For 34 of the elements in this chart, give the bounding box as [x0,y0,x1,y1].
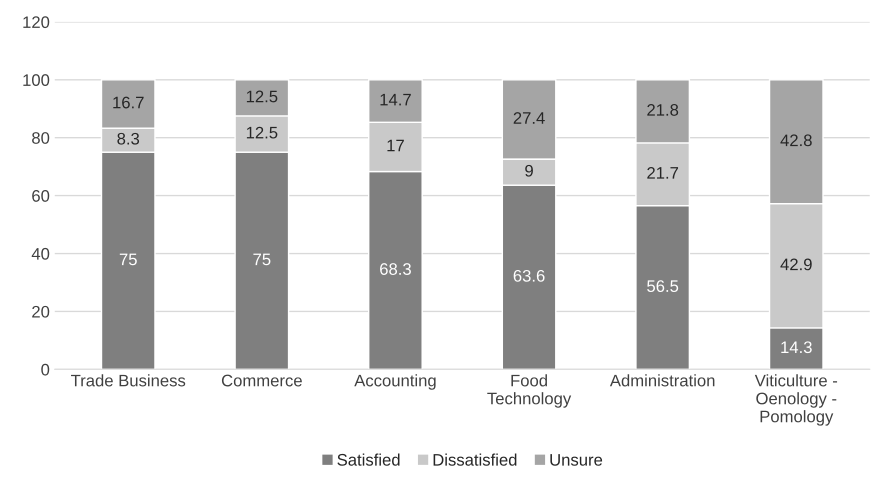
y-tick-label: 20 [32,306,50,318]
x-tick-label: Commerce [222,374,302,386]
x-tick-label: Accounting [354,374,436,390]
x-tick-label: Food Technology [487,374,572,408]
data-label: 12.5 [246,90,278,102]
data-label: 42.8 [780,134,812,146]
x-tick-label: Trade Business [71,374,186,386]
x-tick-label: Administration [610,374,714,386]
data-label: 8.3 [117,132,140,145]
y-tick-label: 100 [23,74,50,86]
data-label: 9 [525,164,533,177]
data-label: 68.3 [380,263,411,275]
y-tick-label: 0 [41,364,50,376]
y-tick-label: 80 [32,132,50,144]
data-label: 17 [387,140,404,152]
data-label: 27.4 [514,112,545,124]
legend-label: Dissatisfied [434,453,516,466]
data-label: 21.8 [647,104,678,116]
y-tick-label: 120 [23,16,50,28]
y-tick-label: 60 [32,190,50,202]
data-label: 42.9 [780,258,812,270]
data-label: 56.5 [647,280,678,292]
y-tick-label: 40 [32,248,50,260]
data-label: 14.3 [781,341,812,354]
data-label: 12.5 [246,126,278,139]
data-label: 14.7 [380,94,411,106]
data-label: 16.7 [113,96,144,108]
legend-label: Unsure [550,454,602,466]
data-label: 75 [253,254,270,266]
legend-label: Satisfied [337,453,400,466]
data-label: 21.7 [647,167,678,179]
x-tick-label: Viticulture - Oenology - Pomology [754,374,838,426]
data-label: 63.6 [514,270,545,282]
data-label: 75 [120,254,137,266]
